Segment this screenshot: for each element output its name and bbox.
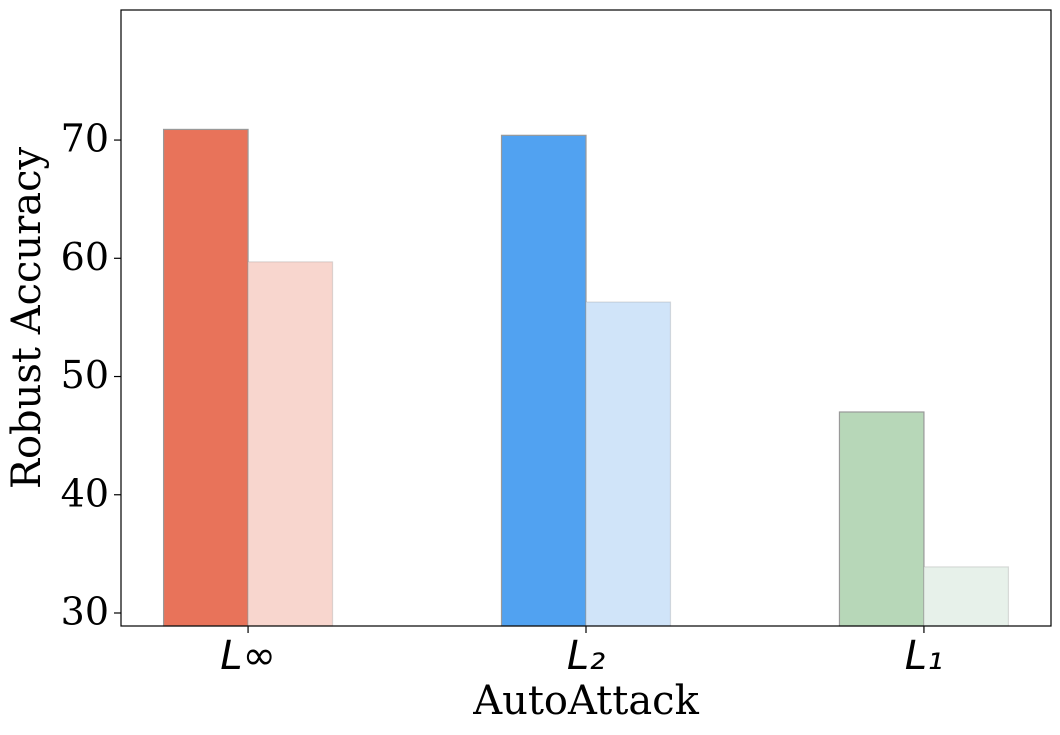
y-axis-label: Robust Accuracy: [4, 146, 50, 489]
bar: [838, 411, 925, 627]
y-tick-label: 30: [61, 589, 109, 633]
bar: [585, 301, 672, 627]
bar: [247, 261, 334, 627]
x-tick-label: L₂: [567, 633, 605, 679]
x-axis-label: AutoAttack: [472, 678, 699, 724]
y-tick-label: 60: [61, 235, 109, 279]
bar: [162, 128, 249, 627]
y-tick-label: 70: [61, 117, 109, 161]
bar: [500, 134, 587, 627]
x-tick-label: L∞: [220, 633, 276, 679]
y-tick-label: 50: [61, 353, 109, 397]
x-tick-label: L₁: [905, 633, 943, 679]
bar: [923, 566, 1010, 627]
y-tick-label: 40: [61, 471, 109, 515]
plot-frame: [120, 9, 1052, 627]
